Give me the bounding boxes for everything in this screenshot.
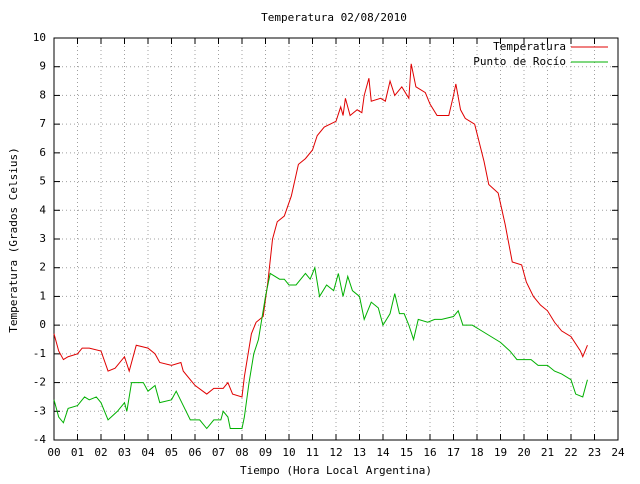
- x-tick-label: 15: [400, 446, 413, 459]
- chart-title: Temperatura 02/08/2010: [261, 11, 407, 24]
- x-tick-label: 14: [376, 446, 390, 459]
- series-line: [53, 63, 588, 398]
- series-line: [53, 265, 588, 430]
- x-tick-label: 13: [353, 446, 366, 459]
- x-tick-label: 05: [165, 446, 178, 459]
- x-tick-label: 07: [212, 446, 225, 459]
- x-tick-label: 01: [71, 446, 84, 459]
- x-tick-label: 22: [564, 446, 577, 459]
- x-tick-label: 18: [470, 446, 483, 459]
- y-tick-label: 3: [39, 232, 46, 245]
- legend-label: Temperatura: [493, 40, 566, 53]
- y-tick-label: 2: [39, 261, 46, 274]
- y-tick-label: 4: [39, 203, 46, 216]
- x-tick-label: 08: [235, 446, 248, 459]
- x-tick-label: 16: [423, 446, 436, 459]
- x-tick-label: 12: [329, 446, 342, 459]
- y-tick-label: 8: [39, 88, 46, 101]
- x-tick-label: 23: [588, 446, 601, 459]
- x-tick-label: 24: [611, 446, 625, 459]
- x-tick-label: 03: [118, 446, 131, 459]
- x-tick-label: 02: [94, 446, 107, 459]
- y-tick-label: -4: [33, 433, 47, 446]
- x-tick-label: 00: [47, 446, 60, 459]
- y-tick-label: -1: [33, 347, 46, 360]
- y-axis-label: Temperatura (Grados Celsius): [7, 147, 20, 332]
- y-tick-label: -2: [33, 376, 46, 389]
- x-tick-label: 11: [306, 446, 319, 459]
- y-tick-label: -3: [33, 404, 46, 417]
- legend-label: Punto de Rocío: [473, 55, 566, 68]
- y-tick-label: 9: [39, 60, 46, 73]
- x-tick-label: 21: [541, 446, 554, 459]
- y-tick-label: 6: [39, 146, 46, 159]
- x-tick-label: 19: [494, 446, 507, 459]
- x-axis-label: Tiempo (Hora Local Argentina): [240, 464, 432, 477]
- y-tick-label: 5: [39, 175, 46, 188]
- y-tick-label: 7: [39, 117, 46, 130]
- x-tick-label: 04: [141, 446, 155, 459]
- x-tick-label: 10: [282, 446, 295, 459]
- y-tick-label: 0: [39, 318, 46, 331]
- x-tick-label: 09: [259, 446, 272, 459]
- y-tick-label: 1: [39, 289, 46, 302]
- y-tick-label: 10: [33, 31, 46, 44]
- x-tick-label: 06: [188, 446, 201, 459]
- plot-border: [53, 37, 619, 441]
- x-tick-label: 17: [447, 446, 460, 459]
- x-tick-label: 20: [517, 446, 530, 459]
